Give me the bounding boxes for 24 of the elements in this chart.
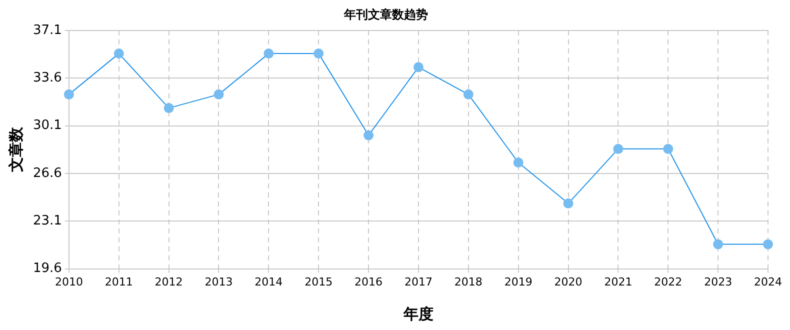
y-tick-label: 26.6 — [32, 166, 62, 181]
x-tick-label: 2023 — [704, 275, 732, 288]
y-tick-label: 23.1 — [32, 213, 62, 228]
x-tick-label: 2010 — [54, 275, 83, 288]
x-tick-label: 2012 — [154, 275, 183, 288]
x-tick-label: 2013 — [204, 275, 233, 288]
x-tick-label: 2019 — [504, 275, 532, 288]
x-tick-label: 2016 — [354, 275, 383, 288]
y-tick-label: 19.6 — [32, 261, 62, 276]
x-tick-label: 2017 — [404, 275, 432, 288]
chart-title: 年刊文章数趋势 — [343, 7, 428, 22]
y-tick-label: 33.6 — [32, 70, 62, 86]
x-tick-label: 2015 — [304, 275, 333, 288]
x-axis-title: 年度 — [402, 304, 434, 323]
x-tick-label: 2022 — [654, 275, 682, 288]
x-tick-label: 2018 — [454, 275, 482, 288]
y-tick-label: 30.1 — [32, 118, 62, 134]
x-tick-label: 2020 — [554, 275, 582, 288]
x-tick-label: 2011 — [104, 275, 133, 288]
x-tick-label: 2024 — [754, 275, 782, 288]
y-tick-label: 37.1 — [32, 22, 62, 38]
y-axis-title: 文章数 — [6, 126, 25, 174]
x-tick-label: 2014 — [254, 275, 283, 288]
x-tick-label: 2021 — [604, 275, 632, 288]
